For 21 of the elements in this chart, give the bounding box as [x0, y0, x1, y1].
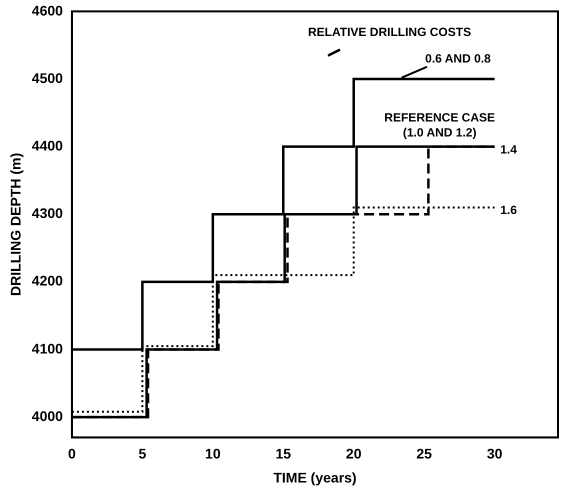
- y-axis-title: DRILLING DEPTH (m): [7, 152, 24, 296]
- y-tick-label: 4600: [32, 2, 64, 18]
- annotation: RELATIVE DRILLING COSTS: [308, 24, 472, 39]
- x-axis-title: TIME (years): [273, 469, 357, 486]
- series-label: 1.6: [500, 203, 518, 218]
- x-tick-label: 0: [68, 446, 76, 462]
- y-tick-label: 4400: [32, 137, 64, 154]
- y-tick-label: 4100: [32, 340, 64, 356]
- y-tick-label: 4000: [32, 408, 64, 424]
- series-label: 0.6 AND 0.8: [425, 52, 492, 66]
- y-tick-label: 4500: [32, 70, 64, 86]
- x-tick-label: 10: [205, 446, 221, 462]
- x-tick-label: 30: [486, 446, 503, 462]
- y-tick-label: 4300: [32, 205, 64, 222]
- x-tick-label: 25: [416, 446, 432, 462]
- x-tick-label: 5: [138, 446, 146, 462]
- y-tick-label: 4200: [32, 272, 64, 289]
- x-tick-label: 15: [275, 446, 292, 462]
- x-tick-label: 20: [346, 446, 362, 462]
- series-label: REFERENCE CASE (1.0 AND 1.2): [384, 110, 495, 140]
- series-label: 1.4: [500, 142, 518, 156]
